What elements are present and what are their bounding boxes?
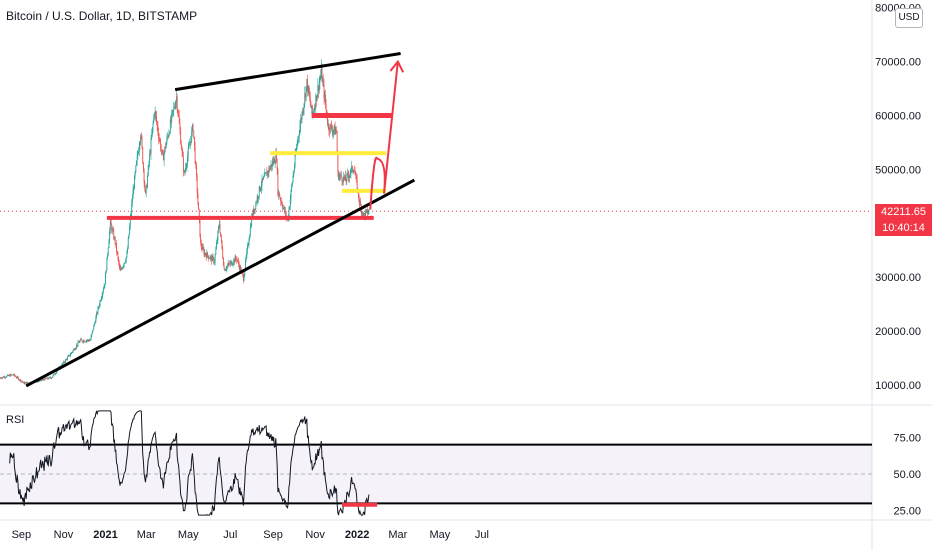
time-tick-label: 2021 <box>93 529 117 541</box>
currency-badge[interactable]: USD <box>895 8 923 28</box>
rsi-tick-label: 25.00 <box>893 506 921 518</box>
time-tick-label: May <box>178 529 199 541</box>
time-tick-label: Nov <box>305 529 325 541</box>
time-tick-label: Mar <box>388 529 407 541</box>
bar-countdown-label: 10:40:14 <box>875 220 932 236</box>
projection-arrow-head <box>389 59 405 73</box>
price-tick-label: 50000.00 <box>875 164 921 176</box>
time-tick-label: Nov <box>54 529 74 541</box>
price-tick-label: 30000.00 <box>875 272 921 284</box>
rsi-tick-label: 75.00 <box>893 432 921 444</box>
rsi-title: RSI <box>6 414 25 426</box>
last-price-label: 42211.65 <box>875 204 932 220</box>
price-tick-label: 20000.00 <box>875 326 921 338</box>
projection-arrow-path[interactable] <box>369 61 399 210</box>
time-tick-label: 2022 <box>345 529 369 541</box>
time-tick-label: May <box>430 529 451 541</box>
time-tick-label: Jul <box>223 529 237 541</box>
time-tick-label: Mar <box>137 529 156 541</box>
symbol-title: Bitcoin / U.S. Dollar, 1D, BITSTAMP <box>6 9 198 23</box>
time-tick-label: Sep <box>263 529 283 541</box>
lower-trendline[interactable] <box>25 178 416 388</box>
rsi-line <box>9 409 370 516</box>
price-tick-label: 10000.00 <box>875 380 921 392</box>
upper-trendline[interactable] <box>174 52 401 92</box>
rsi-tick-label: 50.00 <box>893 469 921 481</box>
price-tick-label: 60000.00 <box>875 110 921 122</box>
price-tick-label: 70000.00 <box>875 57 921 69</box>
time-tick-label: Jul <box>475 529 489 541</box>
time-tick-label: Sep <box>12 529 32 541</box>
